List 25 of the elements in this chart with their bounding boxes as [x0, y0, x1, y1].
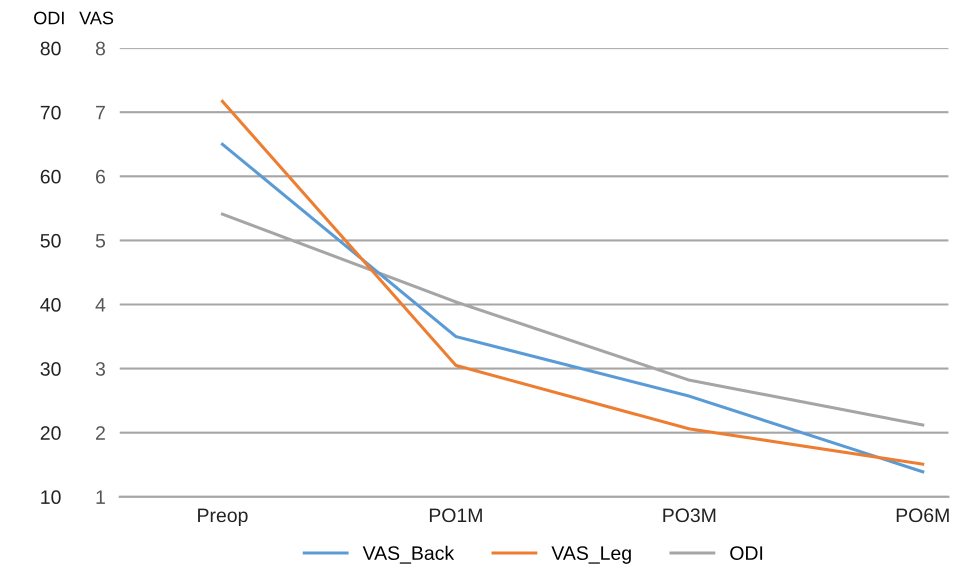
y2-tick-label: 7	[96, 106, 105, 120]
y-tick-label: 10	[41, 490, 61, 504]
y2-axis-title: VAS	[79, 12, 114, 24]
y2-tick-label: 1	[96, 490, 105, 504]
x-tick-label: PO3M	[663, 508, 716, 522]
y-tick-label: 20	[40, 426, 61, 440]
y-axis-title: ODI	[34, 12, 64, 24]
y-tick-label: 60	[40, 170, 61, 184]
legend-label: VAS_Leg	[551, 546, 631, 564]
y2-tick-label: 2	[96, 426, 105, 440]
y2-tick-label: 5	[96, 234, 106, 248]
x-tick-label: PO6M	[896, 508, 949, 522]
x-tick-label: PO1M	[430, 508, 482, 522]
y2-tick-label: 6	[96, 170, 106, 184]
x-tick-label: Preop	[198, 508, 248, 526]
y2-tick-label: 3	[96, 362, 106, 376]
y2-tick-label: 8	[96, 42, 106, 56]
y-tick-label: 30	[40, 362, 61, 376]
legend-label: ODI	[730, 546, 762, 560]
y2-tick-label: 4	[95, 298, 106, 312]
y-tick-label: 80	[40, 42, 61, 56]
y-tick-label: 40	[40, 298, 61, 312]
y-tick-label: 50	[40, 234, 61, 248]
legend-label: VAS_Back	[362, 546, 454, 564]
y-tick-label: 70	[40, 106, 61, 120]
